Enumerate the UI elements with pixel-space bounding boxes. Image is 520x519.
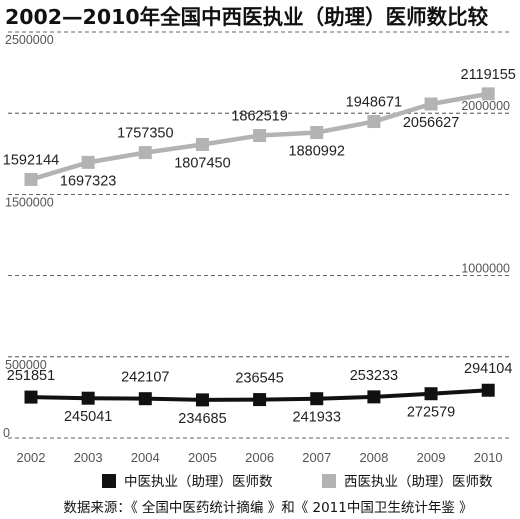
x-tick-2004: 2004 bbox=[131, 450, 160, 465]
series-0-point-2004 bbox=[138, 392, 152, 406]
data-label-0-2005: 234685 bbox=[178, 411, 226, 427]
series-layer bbox=[24, 87, 495, 407]
data-label-0-2008: 253233 bbox=[350, 368, 398, 384]
data-label-0-2009: 272579 bbox=[407, 405, 455, 421]
legend-label-tcm: 中医执业（助理）医师数 bbox=[124, 474, 273, 490]
data-label-1-2007: 1880992 bbox=[289, 144, 345, 160]
x-axis-ticks: 2002 2003 2004 2005 2006 2007 2008 2009 2010 bbox=[17, 450, 503, 465]
series-1-point-2010 bbox=[481, 87, 495, 101]
series-0-point-2005 bbox=[195, 393, 209, 407]
data-label-0-2003: 245041 bbox=[64, 409, 112, 425]
data-label-1-2003: 1697323 bbox=[60, 173, 116, 189]
data-label-1-2006: 1862519 bbox=[231, 109, 287, 125]
x-tick-2008: 2008 bbox=[359, 450, 388, 465]
series-0-point-2007 bbox=[310, 392, 324, 406]
y-axis-ticks: 0 500000 1000000 1500000 2000000 2500000 bbox=[3, 33, 510, 440]
data-labels: 251851 245041 242107 234685 236545 241933 2532… bbox=[3, 67, 516, 427]
data-label-0-2002: 251851 bbox=[7, 368, 55, 384]
series-1-point-2007 bbox=[310, 126, 324, 140]
y-tick-500000: 500000 bbox=[5, 358, 47, 372]
x-tick-2005: 2005 bbox=[188, 450, 217, 465]
series-1-point-2006 bbox=[253, 129, 267, 143]
legend-label-western: 西医执业（助理）医师数 bbox=[344, 474, 493, 490]
data-label-0-2007: 241933 bbox=[293, 410, 341, 426]
y-tick-1500000: 1500000 bbox=[5, 195, 54, 209]
series-1-point-2003 bbox=[81, 155, 95, 169]
series-0-point-2006 bbox=[253, 393, 267, 407]
data-label-1-2004: 1757350 bbox=[117, 126, 173, 142]
series-0-point-2008 bbox=[367, 390, 381, 404]
data-label-1-2010: 2119155 bbox=[461, 67, 516, 83]
series-0-point-2002 bbox=[24, 390, 38, 404]
data-label-0-2010: 294104 bbox=[464, 361, 512, 377]
x-tick-2002: 2002 bbox=[17, 450, 46, 465]
y-tick-1000000: 1000000 bbox=[461, 262, 510, 276]
x-tick-2009: 2009 bbox=[417, 450, 446, 465]
series-1-point-2009 bbox=[424, 97, 438, 111]
x-tick-2006: 2006 bbox=[245, 450, 274, 465]
series-1-point-2005 bbox=[195, 137, 209, 151]
y-tick-2000000: 2000000 bbox=[461, 99, 510, 113]
data-label-1-2002: 1592144 bbox=[3, 152, 59, 168]
data-label-0-2004: 242107 bbox=[121, 370, 169, 386]
data-label-0-2006: 236545 bbox=[235, 371, 283, 387]
source-note: 数据来源：《 全国中医药统计摘编 》和《 2011中国卫生统计年鉴 》 bbox=[63, 499, 472, 516]
chart-title: 2002—2010年全国中西医执业（助理）医师数比较 bbox=[5, 5, 489, 29]
legend: 中医执业（助理）医师数 西医执业（助理）医师数 bbox=[102, 474, 493, 490]
series-1-point-2002 bbox=[24, 172, 38, 186]
series-1-point-2004 bbox=[138, 146, 152, 160]
series-0-point-2009 bbox=[424, 387, 438, 401]
data-label-1-2008: 1948671 bbox=[346, 95, 402, 111]
series-0-point-2010 bbox=[481, 383, 495, 397]
legend-swatch-western bbox=[322, 474, 336, 488]
data-label-1-2005: 1807450 bbox=[174, 155, 230, 171]
series-1-point-2008 bbox=[367, 115, 381, 129]
x-tick-2007: 2007 bbox=[302, 450, 331, 465]
x-tick-2010: 2010 bbox=[474, 450, 503, 465]
legend-swatch-tcm bbox=[102, 474, 116, 488]
data-label-1-2009: 2056627 bbox=[403, 115, 459, 131]
y-tick-0: 0 bbox=[3, 426, 10, 440]
x-tick-2003: 2003 bbox=[74, 450, 103, 465]
y-tick-2500000: 2500000 bbox=[5, 33, 54, 47]
grid bbox=[8, 31, 512, 439]
series-0-point-2003 bbox=[81, 391, 95, 405]
